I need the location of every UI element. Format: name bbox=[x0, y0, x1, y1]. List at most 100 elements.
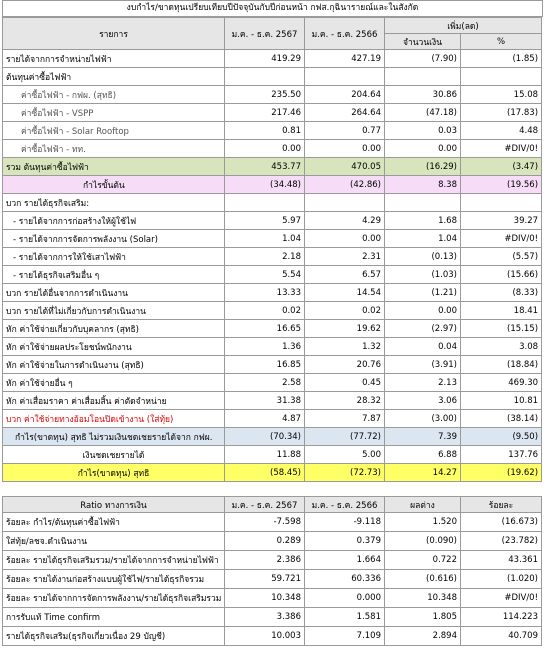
cell-value: 1.04 bbox=[224, 229, 305, 248]
table-row: กำไร(ขาดทุน) สุทธิ ไม่รวมเงินชดเชยรายได้… bbox=[2, 427, 543, 446]
cell-value bbox=[224, 67, 305, 86]
cell-value: 20.76 bbox=[304, 355, 385, 374]
row-label: - รายได้จากการก่อสร้างให้ผู้ใช้ไฟ bbox=[2, 211, 225, 230]
cell-value: 14.54 bbox=[304, 283, 385, 302]
row-label: หัก ค่าใช้จ่ายในการดำเนินงาน (สุทธิ) bbox=[2, 355, 225, 374]
cell-value: 19.62 bbox=[304, 319, 385, 338]
cell-value bbox=[304, 67, 385, 86]
table-row: กำไรขั้นต้น (34.48) (42.86) 8.38 (19.56) bbox=[2, 175, 543, 194]
cell-value: (16.673) bbox=[460, 512, 542, 532]
row-label: หัก ค่าใช้จ่ายอื่น ๆ bbox=[2, 373, 225, 392]
cell-value: 0.45 bbox=[304, 373, 385, 392]
title: งบกำไร/ขาดทุนเปรียบเทียบปีปัจจุบันกับปีก… bbox=[2, 0, 543, 17]
row-label: ร้อยละ กำไร/ต้นทุนค่าซื้อไฟฟ้า bbox=[2, 512, 225, 532]
table-row: ร้อยละ รายได้ธุรกิจเสริมรวม/รายได้จากการ… bbox=[2, 550, 542, 570]
header-cell: ม.ค. - ธ.ค. 2567 bbox=[224, 17, 305, 50]
cell-value: 0.00 bbox=[384, 139, 461, 158]
row-label: รวม ต้นทุนค่าซื้อไฟฟ้า bbox=[2, 157, 225, 176]
header-cell: รายการ bbox=[2, 17, 225, 50]
cell-value: (18.84) bbox=[459, 355, 543, 374]
row-label: หัก ค่าใช้จ่ายผลประโยชน์พนักงาน bbox=[2, 337, 225, 356]
cell-value: 0.722 bbox=[384, 550, 461, 570]
cell-value: 7.87 bbox=[304, 409, 385, 428]
cell-value: 6.57 bbox=[304, 265, 385, 284]
cell-value: 2.31 bbox=[304, 247, 385, 266]
cell-value: (34.48) bbox=[224, 175, 305, 194]
cell-value: (2.97) bbox=[384, 319, 461, 338]
cell-value: 60.336 bbox=[304, 569, 385, 589]
ratio-table: Ratio ทางการเงิน ม.ค. - ธ.ค. 2567 ม.ค. - ธ… bbox=[2, 496, 542, 646]
cell-value: 2.894 bbox=[384, 626, 461, 646]
cell-value: 1.520 bbox=[384, 512, 461, 532]
cell-value: 10.81 bbox=[459, 391, 543, 410]
cell-value: (5.57) bbox=[459, 247, 543, 266]
header-cell: % bbox=[459, 33, 543, 50]
table-row: ค่าซื้อไฟฟ้า - Solar Rooftop 0.81 0.77 0.03… bbox=[2, 121, 543, 140]
cell-value: (3.91) bbox=[384, 355, 461, 374]
cell-value: 13.33 bbox=[224, 283, 305, 302]
cell-value: 0.379 bbox=[304, 531, 385, 551]
cell-value: 10.348 bbox=[384, 588, 461, 608]
cell-value: 14.27 bbox=[384, 463, 461, 482]
cell-value: 3.06 bbox=[384, 391, 461, 410]
cell-value: 0.00 bbox=[304, 229, 385, 248]
cell-value: 264.64 bbox=[304, 103, 385, 122]
row-label: การรับแท้ Time confirm bbox=[2, 607, 225, 627]
table-row: หัก ค่าใช้จ่ายในการดำเนินงาน (สุทธิ) 16.8… bbox=[2, 355, 543, 374]
cell-value: 427.19 bbox=[304, 49, 385, 68]
row-label: บวก รายได้อื่นจากการดำเนินงาน bbox=[2, 283, 225, 302]
table-row: หัก ค่าใช้จ่ายเกี่ยวกับบุคลากร (สุทธิ) 16… bbox=[2, 319, 543, 338]
table-row: ค่าซื้อไฟฟ้า - ทท. 0.00 0.00 0.00 #DIV/0! bbox=[2, 139, 543, 158]
cell-value: 7.109 bbox=[304, 626, 385, 646]
row-label: หัก ค่าใช้จ่ายเกี่ยวกับบุคลากร (สุทธิ) bbox=[2, 319, 225, 338]
cell-value: 40.709 bbox=[460, 626, 542, 646]
cell-value: 470.05 bbox=[304, 157, 385, 176]
cell-value: 5.54 bbox=[224, 265, 305, 284]
cell-value bbox=[459, 67, 543, 86]
cell-value bbox=[459, 193, 543, 212]
cell-value: 4.29 bbox=[304, 211, 385, 230]
cell-value: (3.47) bbox=[459, 157, 543, 176]
row-label: กำไรขั้นต้น bbox=[2, 175, 225, 194]
table-row: บวก รายได้ที่ไม่เกี่ยวกับการดำเนินงาน 0.0… bbox=[2, 301, 543, 320]
cell-value: #DIV/0! bbox=[459, 139, 543, 158]
cell-value: 10.003 bbox=[224, 626, 305, 646]
row-label: ค่าซื้อไฟฟ้า - ทท. bbox=[2, 139, 225, 158]
table-row: หัก ค่าเสื่อมราคา ค่าเสื่อมสิ้น ค่าตัดจำ… bbox=[2, 391, 543, 410]
cell-value: -9.118 bbox=[304, 512, 385, 532]
cell-value: 1.805 bbox=[384, 607, 461, 627]
income-table: รายการ ม.ค. - ธ.ค. 2567 ม.ค. - ธ.ค. 2566 เพ… bbox=[2, 17, 543, 482]
row-label: ร้อยละ รายได้ธุรกิจเสริมรวม/รายได้จากการ… bbox=[2, 550, 225, 570]
cell-value bbox=[384, 193, 461, 212]
cell-value: (0.090) bbox=[384, 531, 461, 551]
cell-value: 2.13 bbox=[384, 373, 461, 392]
row-label: บวก รายได้ธุรกิจเสริม: bbox=[2, 193, 225, 212]
table-row: ร้อยละ กำไร/ต้นทุนค่าซื้อไฟฟ้า -7.598 -9.1… bbox=[2, 512, 542, 532]
cell-value: (15.15) bbox=[459, 319, 543, 338]
row-label: ใส่ทุ้ย/ลชจ.ดำเนินงาน bbox=[2, 531, 225, 551]
cell-value: 2.58 bbox=[224, 373, 305, 392]
cell-value: 204.64 bbox=[304, 85, 385, 104]
sheet: งบกำไร/ขาดทุนเปรียบเทียบปีปัจจุบันกับปีก… bbox=[2, 0, 543, 646]
cell-value: 6.88 bbox=[384, 445, 461, 464]
cell-value: (16.29) bbox=[384, 157, 461, 176]
header-cell: ร้อยละ bbox=[460, 496, 542, 513]
cell-value: 2.386 bbox=[224, 550, 305, 570]
cell-value: 235.50 bbox=[224, 85, 305, 104]
cell-value: (23.782) bbox=[460, 531, 542, 551]
cell-value: 0.77 bbox=[304, 121, 385, 140]
table-row: หัก ค่าใช้จ่ายอื่น ๆ 2.58 0.45 2.13 469.30 bbox=[2, 373, 543, 392]
cell-value: 16.85 bbox=[224, 355, 305, 374]
table-row: - รายได้จากการก่อสร้างให้ผู้ใช้ไฟ 5.97 4.2… bbox=[2, 211, 543, 230]
cell-value: 15.08 bbox=[459, 85, 543, 104]
cell-value: 1.581 bbox=[304, 607, 385, 627]
header-cell: Ratio ทางการเงิน bbox=[2, 496, 225, 513]
cell-value: 453.77 bbox=[224, 157, 305, 176]
row-label: หัก ค่าเสื่อมราคา ค่าเสื่อมสิ้น ค่าตัดจำ… bbox=[2, 391, 225, 410]
cell-value: 30.86 bbox=[384, 85, 461, 104]
cell-value: 18.41 bbox=[459, 301, 543, 320]
row-label: - รายได้ธุรกิจเสริมอื่น ๆ bbox=[2, 265, 225, 284]
cell-value: 0.03 bbox=[384, 121, 461, 140]
cell-value: (17.83) bbox=[459, 103, 543, 122]
cell-value: 4.48 bbox=[459, 121, 543, 140]
